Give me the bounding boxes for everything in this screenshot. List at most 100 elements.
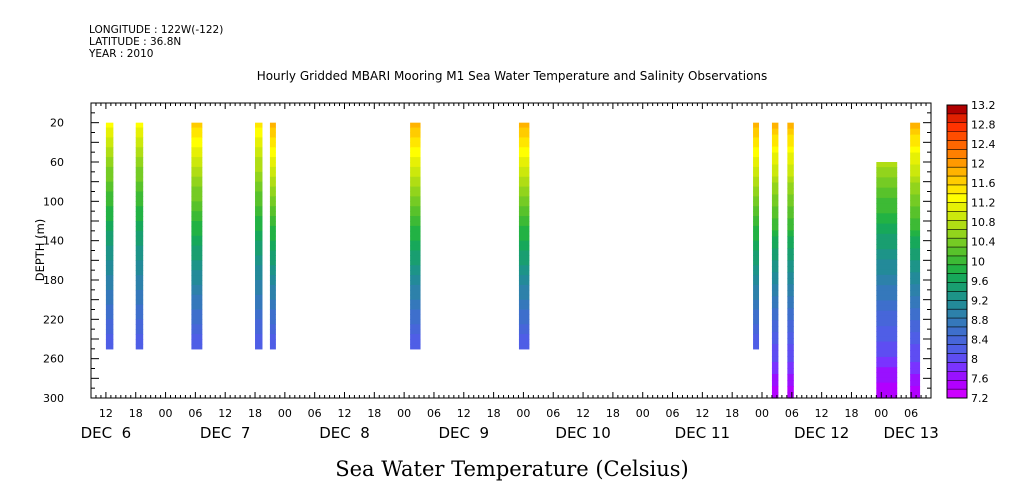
profile-slice [255, 157, 263, 163]
profile-slice [269, 186, 276, 193]
profile-slice [255, 324, 263, 330]
profile-slice [787, 344, 794, 351]
profile-slice [771, 308, 779, 315]
colorbar-tick-label: 12 [971, 158, 985, 171]
profile-slice [105, 329, 114, 335]
profile-slice [787, 308, 794, 315]
profile-bar [255, 122, 263, 350]
profile-slice [105, 245, 114, 252]
profile-slice [518, 275, 530, 281]
profile-slice [135, 280, 144, 286]
profile-slice [518, 132, 530, 139]
profile-slice [771, 386, 779, 393]
profile-slice [269, 329, 276, 335]
profile-slice [255, 304, 263, 311]
x-tick-label: 12 [695, 407, 709, 420]
profile-slice [255, 176, 263, 183]
profile-slice [269, 270, 276, 276]
profile-slice [753, 216, 760, 222]
profile-slice [105, 186, 114, 193]
y-tick-label: 140 [43, 235, 64, 248]
profile-slice [753, 245, 760, 252]
colorbar-swatch [947, 300, 967, 310]
profile-slice [876, 187, 898, 194]
profile-slice [269, 230, 276, 237]
colorbar-tick-label: 8.4 [971, 333, 989, 346]
profile-slice [255, 294, 263, 301]
profile-slice [191, 206, 203, 212]
x-tick-label: 12 [815, 407, 829, 420]
profile-slice [753, 319, 760, 325]
profile-slice [753, 343, 760, 350]
profile-slice [787, 368, 794, 375]
profile-slice [410, 245, 421, 252]
profile-slice [105, 339, 114, 345]
profile-slice [876, 254, 898, 261]
profile-slice [410, 240, 421, 247]
profile-slice [255, 260, 263, 266]
x-tick-label: 06 [666, 407, 680, 420]
profile-slice [518, 176, 530, 183]
x-day-label: DEC 9 [438, 424, 489, 442]
profile-slice [191, 250, 203, 257]
profile-slice [255, 250, 263, 257]
profile-slice [787, 386, 794, 393]
profile-slice [876, 326, 898, 332]
profile-slice [410, 191, 421, 198]
profile-slice [410, 309, 421, 316]
colorbar-tick-label: 9.2 [971, 294, 989, 307]
profile-slice [105, 206, 114, 212]
y-tick-label: 260 [43, 353, 64, 366]
profile-slice [771, 302, 779, 309]
profile-slice [518, 152, 530, 158]
profile-slice [269, 221, 276, 227]
profile-slice [135, 319, 144, 325]
profile-slice [753, 329, 760, 335]
profile-slice [518, 343, 530, 350]
profile-slice [787, 218, 794, 226]
profile-slice [191, 132, 203, 139]
x-tick-label: 18 [248, 407, 262, 420]
profile-bar [191, 122, 203, 350]
profile-slice [105, 304, 114, 311]
profile-slice [269, 343, 276, 350]
profile-slice [876, 238, 898, 245]
profile-slice [910, 194, 921, 202]
profile-slice [191, 162, 203, 168]
profile-slice [135, 235, 144, 242]
profile-slice [269, 245, 276, 252]
profile-slice [191, 221, 203, 227]
profile-slice [191, 152, 203, 158]
colorbar-tick-label: 7.2 [971, 392, 989, 405]
profile-slice [910, 326, 921, 333]
profile-slice [518, 162, 530, 168]
profile-slice [269, 157, 276, 163]
profile-slice [105, 230, 114, 237]
profile-slice [910, 242, 921, 249]
profile-slice [910, 296, 921, 303]
profile-slice [191, 166, 203, 173]
colorbar-tick-label: 13.2 [971, 99, 996, 112]
profile-slice [135, 324, 144, 330]
profile-slice [771, 200, 779, 208]
colorbar-swatch [947, 273, 967, 283]
profile-slice [518, 191, 530, 198]
profile-slice [771, 260, 779, 267]
profile-slice [771, 188, 779, 196]
profile-slice [876, 208, 898, 214]
profile-slice [191, 270, 203, 276]
profile-slice [518, 221, 530, 227]
profile-slice [255, 137, 263, 143]
profile-slice [269, 152, 276, 158]
profile-slice [269, 142, 276, 148]
profile-slice [876, 203, 898, 209]
profile-slice [135, 289, 144, 296]
colorbar-swatch [947, 149, 967, 159]
profile-slice [135, 245, 144, 252]
profile-slice [269, 196, 276, 202]
profile-slice [771, 146, 779, 154]
profile-slice [191, 299, 203, 306]
colorbar-frame [946, 104, 968, 399]
profile-slice [105, 152, 114, 158]
profile-slice [105, 137, 114, 143]
